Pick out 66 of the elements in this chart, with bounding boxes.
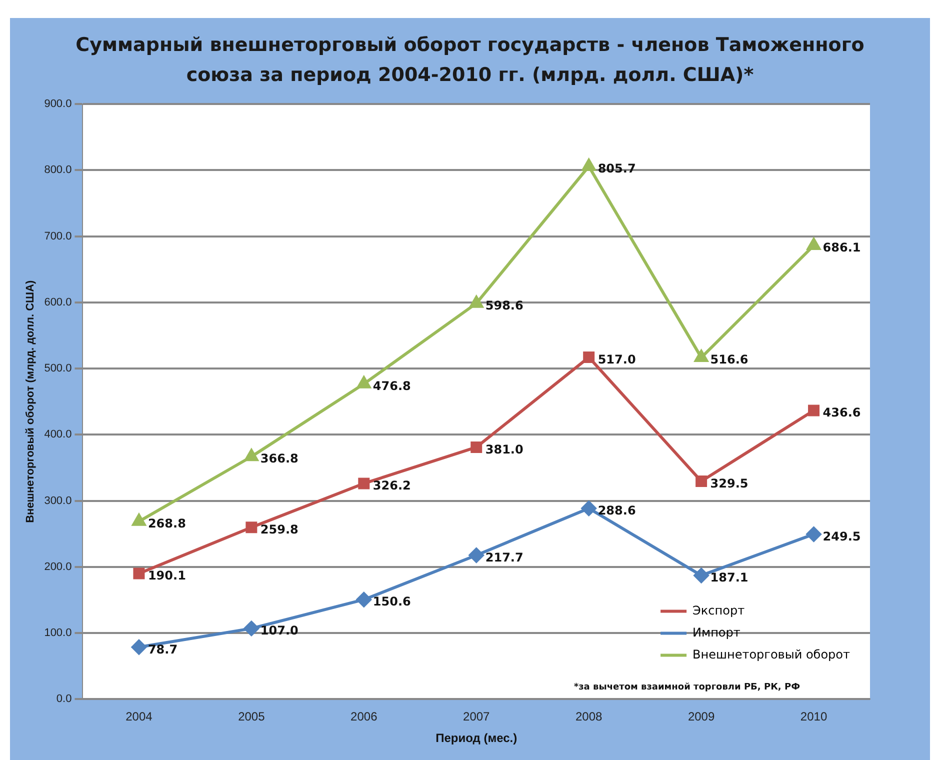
point: [470, 296, 484, 308]
y-tick-label: 600.0: [44, 296, 72, 308]
legend-label: Импорт: [692, 625, 740, 640]
point: [133, 568, 145, 580]
data-label: 517.0: [598, 352, 636, 366]
point: [583, 352, 595, 364]
data-label: 366.8: [260, 452, 298, 466]
y-tick-label: 900.0: [44, 98, 72, 110]
point: [132, 514, 146, 526]
data-label: 259.8: [260, 522, 298, 537]
point: [694, 568, 709, 583]
point: [246, 522, 258, 534]
point: [470, 441, 482, 453]
point: [581, 500, 596, 516]
point: [356, 592, 372, 608]
y-tick-label: 700.0: [44, 230, 72, 242]
y-tick-label: 400.0: [44, 428, 72, 441]
x-tick-label: 2009: [688, 710, 715, 724]
x-tick-label: 2010: [800, 710, 828, 724]
data-label: 190.1: [148, 568, 186, 583]
y-axis-title: Внешнеторговый оборот (млрд. долл. США): [24, 280, 37, 523]
point: [807, 238, 820, 250]
chart-title: Суммарный внешнеторговый оборот государств - членов Таможенного союза за период 2004-2010 гг. (млрд. долл. США)*: [74, 33, 866, 88]
data-label: 436.6: [822, 406, 861, 420]
data-label: 805.7: [598, 161, 636, 176]
legend-label: Внешнеторговый оборот: [692, 647, 850, 662]
x-tick-label: 2004: [126, 710, 153, 724]
point: [696, 476, 708, 488]
y-tick-label: 300.0: [44, 494, 72, 507]
point: [358, 478, 370, 490]
point: [357, 376, 371, 388]
data-label: 326.2: [372, 478, 411, 493]
x-tick-label: 2007: [463, 710, 490, 724]
point: [244, 449, 258, 462]
data-label: 150.6: [372, 594, 411, 609]
x-tick-label: 2008: [575, 710, 602, 724]
data-label: 476.8: [372, 379, 411, 393]
x-axis-title: Период (мес.): [436, 731, 518, 746]
annotation: *за вычетом взаимной торговли РБ, РК, РФ: [574, 682, 800, 693]
data-label: 107.0: [260, 624, 298, 638]
point: [244, 620, 259, 636]
x-tick-label: 2006: [350, 710, 378, 724]
data-label: 249.5: [822, 529, 861, 544]
y-tick-label: 200.0: [44, 560, 72, 573]
data-label: 329.5: [710, 476, 748, 490]
point: [468, 548, 484, 563]
point: [131, 640, 146, 655]
y-tick-label: 0.0: [56, 693, 72, 706]
data-label: 217.7: [485, 550, 524, 564]
data-label: 686.1: [822, 240, 861, 255]
point: [582, 158, 596, 171]
data-label: 381.0: [485, 442, 524, 456]
point: [808, 404, 820, 416]
legend-label: Экспорт: [692, 603, 745, 618]
data-label: 288.6: [598, 503, 636, 518]
point: [806, 526, 822, 542]
data-label: 268.8: [148, 516, 186, 531]
data-label: 516.6: [710, 352, 748, 367]
y-tick-label: 100.0: [44, 627, 72, 640]
y-tick-label: 500.0: [44, 362, 72, 375]
y-tick-label: 800.0: [44, 164, 72, 176]
x-tick-label: 2005: [238, 710, 266, 724]
data-label: 187.1: [710, 570, 748, 585]
data-label: 78.7: [148, 642, 178, 656]
point: [694, 350, 708, 362]
data-label: 598.6: [485, 298, 524, 312]
